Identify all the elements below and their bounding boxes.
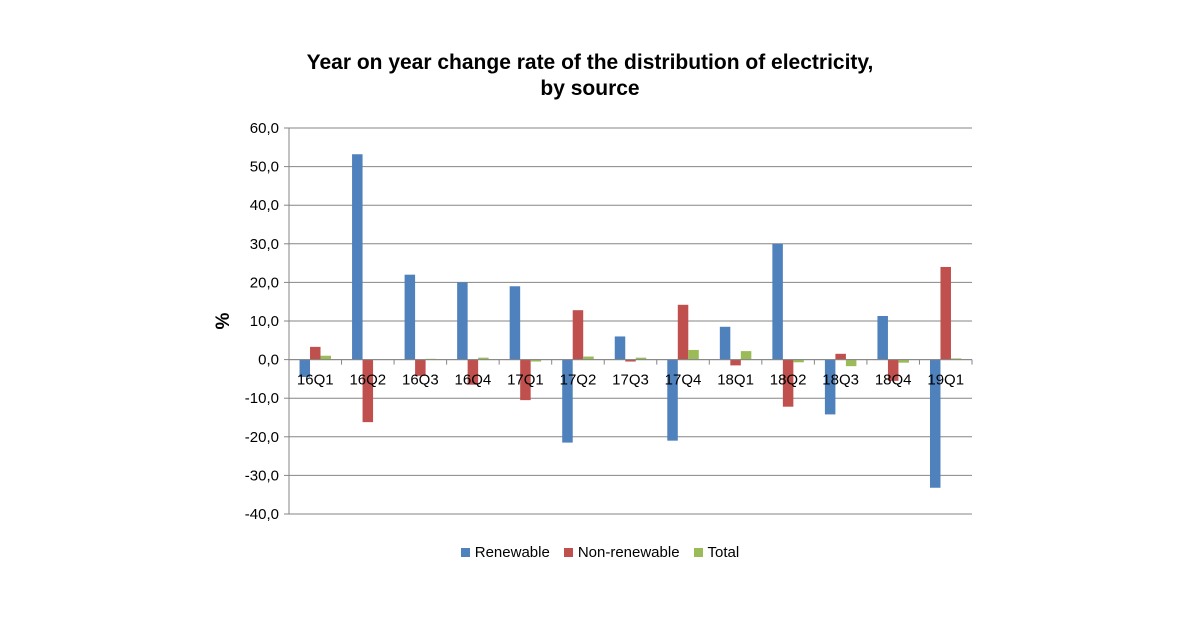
chart-title-line-1: Year on year change rate of the distribu…: [306, 51, 874, 74]
y-tick-label: 20,0: [250, 274, 279, 291]
y-tick-label: 40,0: [250, 197, 279, 214]
bars: [299, 154, 962, 488]
bar-renewable-19q1: [929, 359, 941, 488]
legend-swatch: [563, 548, 573, 557]
bar-renewable-16q2: [352, 154, 363, 360]
gridlines: [289, 127, 972, 515]
y-tick-label: -10,0: [245, 390, 279, 407]
legend-item-total: Total: [693, 544, 740, 561]
bar-renewable-18q4: [877, 315, 888, 360]
bar-total-18q2: [793, 359, 804, 363]
legend-swatch: [693, 548, 703, 557]
y-tick-label: 10,0: [250, 313, 279, 330]
legend-item-renewable: Renewable: [460, 544, 550, 561]
chart-title: Year on year change rate of the distribu…: [230, 50, 950, 102]
bar-non-renewable-16q2: [362, 359, 374, 423]
legend-label: Renewable: [474, 544, 550, 561]
bar-non-renewable-17q2: [572, 310, 584, 360]
x-tick-label: 17Q4: [665, 372, 702, 389]
bar-non-renewable-17q4: [677, 304, 689, 360]
bar-total-16q4: [478, 357, 489, 360]
bar-renewable-18q2: [772, 243, 783, 360]
x-tick-label: 16Q3: [402, 372, 439, 389]
legend-label: Total: [707, 544, 740, 561]
legend: Renewable Non-renewable Total: [0, 544, 1200, 561]
bar-renewable-17q1: [509, 286, 521, 360]
axis-labels: 60,0 50,0 40,0 30,0 20,0 10,0 0,0 -10,0 -20,0 -30…: [213, 120, 964, 523]
bar-renewable-18q1: [719, 326, 731, 360]
bar-renewable-17q2: [562, 359, 573, 443]
x-tick-label: 18Q3: [822, 372, 859, 389]
bar-total-19q1: [950, 358, 962, 360]
bar-total-18q3: [845, 359, 857, 367]
bar-renewable-16q1: [299, 359, 311, 377]
y-tick-label: -30,0: [245, 467, 279, 484]
x-tick-label: 17Q3: [612, 372, 649, 389]
bar-renewable-18q3: [824, 359, 836, 415]
bar-total-17q1: [530, 359, 542, 362]
bar-total-17q4: [688, 349, 699, 360]
bar-total-17q2: [583, 356, 594, 360]
bar-renewable-17q4: [667, 359, 678, 441]
x-tick-label: 18Q2: [770, 372, 807, 389]
chart-title-line-2: by source: [540, 77, 640, 100]
bar-non-renewable-18q2: [782, 359, 794, 407]
y-axis-label: %: [213, 312, 234, 329]
y-tick-label: 60,0: [250, 120, 279, 137]
x-tick-label: 16Q2: [349, 372, 386, 389]
bar-non-renewable-17q1: [520, 359, 531, 401]
legend-swatch: [460, 548, 470, 557]
y-tick-label: -40,0: [245, 506, 279, 523]
bar-renewable-17q3: [614, 336, 626, 360]
bar-total-17q3: [635, 357, 647, 360]
bar-renewable-16q3: [404, 274, 416, 360]
x-tick-label: 18Q1: [717, 372, 754, 389]
bar-non-renewable-18q3: [835, 353, 846, 360]
legend-item-non-renewable: Non-renewable: [563, 544, 680, 561]
y-tick-label: 50,0: [250, 159, 279, 176]
x-tick-label: 17Q2: [560, 372, 597, 389]
bar-non-renewable-18q4: [887, 359, 899, 381]
bar-non-renewable-16q4: [467, 359, 479, 385]
bar-total-18q4: [898, 359, 909, 363]
legend-label: Non-renewable: [577, 544, 680, 561]
x-tick-label: 19Q1: [927, 372, 964, 389]
y-tick-label: -20,0: [245, 429, 279, 446]
bar-total-18q1: [740, 351, 752, 360]
y-tick-label: 0,0: [258, 352, 279, 369]
bar-non-renewable-16q3: [415, 359, 426, 376]
bar-non-renewable-18q1: [730, 359, 741, 366]
x-tick-label: 16Q4: [455, 372, 492, 389]
x-tick-label: 16Q1: [297, 372, 334, 389]
axes: [284, 127, 973, 515]
bar-non-renewable-17q3: [625, 359, 636, 362]
bar-total-16q1: [320, 355, 332, 360]
bar-non-renewable-19q1: [940, 266, 951, 360]
bar-non-renewable-16q1: [310, 346, 321, 360]
bar-renewable-16q4: [457, 282, 468, 360]
x-tick-label: 17Q1: [507, 372, 544, 389]
y-tick-label: 30,0: [250, 236, 279, 253]
x-tick-label: 18Q4: [875, 372, 912, 389]
